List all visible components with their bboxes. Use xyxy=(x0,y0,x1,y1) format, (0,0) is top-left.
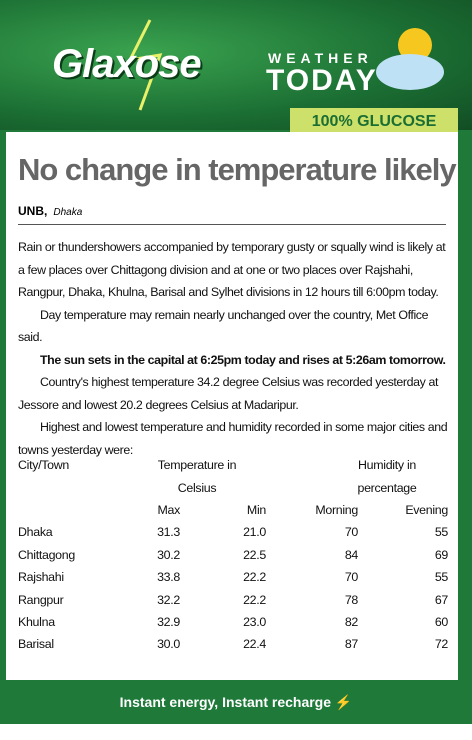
subheader-row: Max Min Morning Evening xyxy=(18,499,448,521)
value: 84 xyxy=(344,547,358,562)
byline: UNB, Dhaka xyxy=(18,204,82,218)
subheader: Morning xyxy=(315,502,358,517)
value: 78 xyxy=(344,592,358,607)
agency: UNB, xyxy=(18,204,48,218)
footer: Instant energy, Instant recharge ⚡ xyxy=(0,680,472,724)
value: 69 xyxy=(434,547,448,562)
headline: No change in temperature likely xyxy=(18,152,457,187)
paragraph: Highest and lowest temperature and humid… xyxy=(18,420,448,457)
paragraph: Country's highest temperature 34.2 degre… xyxy=(18,375,439,412)
value: 87 xyxy=(344,637,358,652)
sun xyxy=(398,28,432,62)
logo: Glaxose xyxy=(52,42,202,86)
value: 32.9 xyxy=(157,614,180,629)
subheader: Max xyxy=(157,502,180,517)
value: 30.0 xyxy=(157,637,180,652)
subheader: Evening xyxy=(405,502,448,517)
article-text: Rain or thundershowers accompanied by te… xyxy=(18,236,448,461)
data-row: Barisal 30.0 22.4 87 72 xyxy=(18,633,448,655)
city: Barisal xyxy=(18,637,54,652)
city-header: City/Town xyxy=(18,458,70,473)
value: 70 xyxy=(344,570,358,585)
value: 82 xyxy=(344,614,358,629)
header-banner: Glaxose WEATHER TODAY 100% GLUCOSE xyxy=(0,0,472,136)
value: 32.2 xyxy=(157,592,180,607)
badge-top: WEATHER xyxy=(268,50,373,66)
data-row: Chittagong 30.2 22.5 84 69 xyxy=(18,544,448,566)
header-row: Celsius percentage xyxy=(18,476,448,498)
data-row: Rangpur 32.2 22.2 78 67 xyxy=(18,588,448,610)
value: 31.3 xyxy=(157,525,180,540)
temperature-header: Celsius xyxy=(177,480,217,495)
bottom-margin xyxy=(0,724,472,740)
value: 21.0 xyxy=(243,525,266,540)
slogan: Instant energy, Instant recharge xyxy=(119,694,332,710)
value: 22.4 xyxy=(243,637,266,652)
cloud xyxy=(376,54,444,90)
value: 22.2 xyxy=(243,570,266,585)
value: 70 xyxy=(344,525,358,540)
value: 22.5 xyxy=(243,547,266,562)
article: No change in temperature likely UNB, Dhak… xyxy=(6,132,458,680)
value: 23.0 xyxy=(243,614,266,629)
value: 60 xyxy=(434,614,448,629)
value: 67 xyxy=(434,592,448,607)
city: Rajshahi xyxy=(18,570,64,585)
paragraph: Day temperature may remain nearly unchan… xyxy=(18,307,429,345)
humidity-header: Humidity in xyxy=(358,458,416,473)
value: 30.2 xyxy=(157,547,180,562)
place: Dhaka xyxy=(53,207,83,218)
weather-table: City/Town Temperature in Humidity in Cel… xyxy=(18,454,448,656)
subheader: Min xyxy=(246,502,266,517)
banner-art xyxy=(127,19,444,111)
tagline: 100% GLUCOSE xyxy=(290,108,458,136)
lightning xyxy=(127,19,163,111)
city: Rangpur xyxy=(18,592,64,607)
paragraph: Rain or thundershowers accompanied by te… xyxy=(18,240,446,299)
paragraph: The sun sets in the capital at 6:25pm to… xyxy=(40,352,446,367)
badge-bottom: TODAY xyxy=(266,64,378,97)
value: 72 xyxy=(434,637,448,652)
data-row: Khulna 32.9 23.0 82 60 xyxy=(18,611,448,633)
city: Dhaka xyxy=(18,525,53,540)
bolt-icon: ⚡ xyxy=(334,694,353,710)
city: Chittagong xyxy=(18,547,75,562)
temperature-header: Temperature in xyxy=(157,458,237,473)
data-row: Dhaka 31.3 21.0 70 55 xyxy=(18,521,448,543)
value: 22.2 xyxy=(243,592,266,607)
value: 33.8 xyxy=(157,570,180,585)
rule xyxy=(18,224,446,225)
city: Khulna xyxy=(18,614,55,629)
data-row: Rajshahi 33.8 22.2 70 55 xyxy=(18,566,448,588)
value: 55 xyxy=(434,570,448,585)
header-row: City/Town Temperature in Humidity in xyxy=(18,454,448,476)
humidity-header: percentage xyxy=(357,480,417,495)
value: 55 xyxy=(434,525,448,540)
